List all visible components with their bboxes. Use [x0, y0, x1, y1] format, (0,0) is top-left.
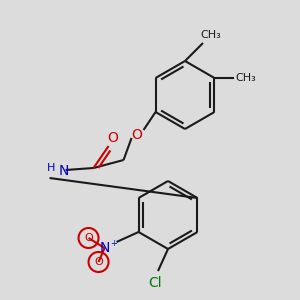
- Text: O: O: [84, 233, 93, 243]
- Text: +: +: [110, 238, 117, 247]
- Text: O: O: [131, 128, 142, 142]
- Text: O: O: [94, 257, 103, 267]
- Text: N: N: [99, 241, 110, 255]
- Text: N: N: [58, 164, 69, 178]
- Text: CH₃: CH₃: [235, 73, 256, 83]
- Text: Cl: Cl: [148, 276, 162, 290]
- Text: CH₃: CH₃: [201, 30, 221, 40]
- Text: O: O: [107, 131, 118, 145]
- Text: H: H: [47, 163, 56, 173]
